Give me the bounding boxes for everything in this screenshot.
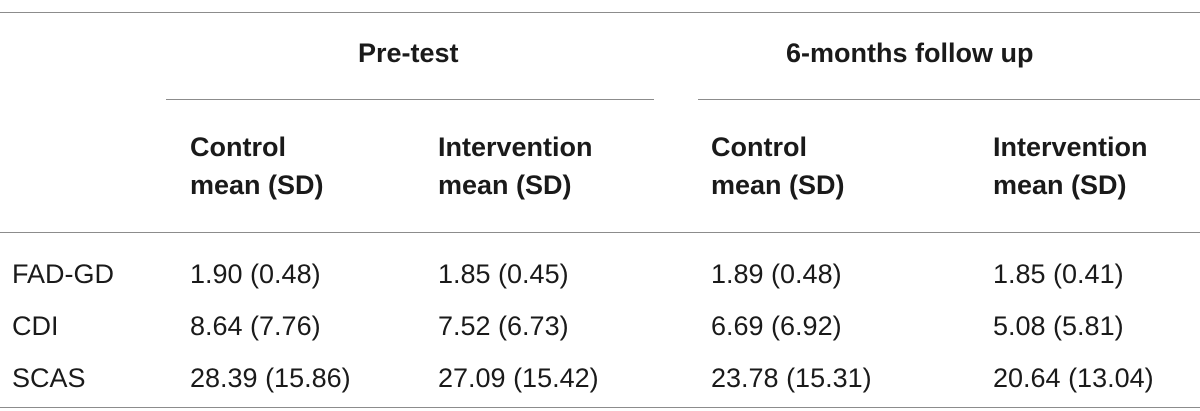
row-label-cdi: CDI [12, 311, 59, 341]
table-cell: 23.78 (15.31) [711, 363, 872, 393]
row-label-fad-gd: FAD-GD [12, 259, 115, 289]
subheader-line: Control [190, 132, 286, 162]
table-cell: 1.90 (0.48) [190, 259, 321, 289]
subheader-line: Control [711, 132, 807, 162]
row-label-scas: SCAS [12, 363, 86, 393]
group-header-pre-test: Pre-test [358, 38, 459, 68]
subheader-pre-intervention: Intervention mean (SD) [438, 128, 593, 204]
table-top-rule [0, 12, 1200, 13]
subheader-follow-control: Control mean (SD) [711, 128, 845, 204]
table-cell: 8.64 (7.76) [190, 311, 321, 341]
subheader-line: mean (SD) [438, 170, 572, 200]
table-cell: 1.85 (0.41) [993, 259, 1124, 289]
table-cell: 27.09 (15.42) [438, 363, 599, 393]
table-cell: 1.85 (0.45) [438, 259, 569, 289]
table-cell: 7.52 (6.73) [438, 311, 569, 341]
subheader-follow-intervention: Intervention mean (SD) [993, 128, 1148, 204]
subheader-line: mean (SD) [711, 170, 845, 200]
table-cell: 20.64 (13.04) [993, 363, 1154, 393]
table-cell: 1.89 (0.48) [711, 259, 842, 289]
follow-up-group-rule [698, 99, 1200, 100]
table-cell: 6.69 (6.92) [711, 311, 842, 341]
table-bottom-rule [0, 407, 1200, 408]
table-cell: 5.08 (5.81) [993, 311, 1124, 341]
header-bottom-rule [0, 232, 1200, 233]
subheader-line: Intervention [438, 132, 593, 162]
subheader-line: Intervention [993, 132, 1148, 162]
table-cell: 28.39 (15.86) [190, 363, 351, 393]
subheader-line: mean (SD) [993, 170, 1127, 200]
group-header-follow-up: 6-months follow up [786, 38, 1034, 68]
subheader-line: mean (SD) [190, 170, 324, 200]
subheader-pre-control: Control mean (SD) [190, 128, 324, 204]
pre-test-group-rule [166, 99, 654, 100]
